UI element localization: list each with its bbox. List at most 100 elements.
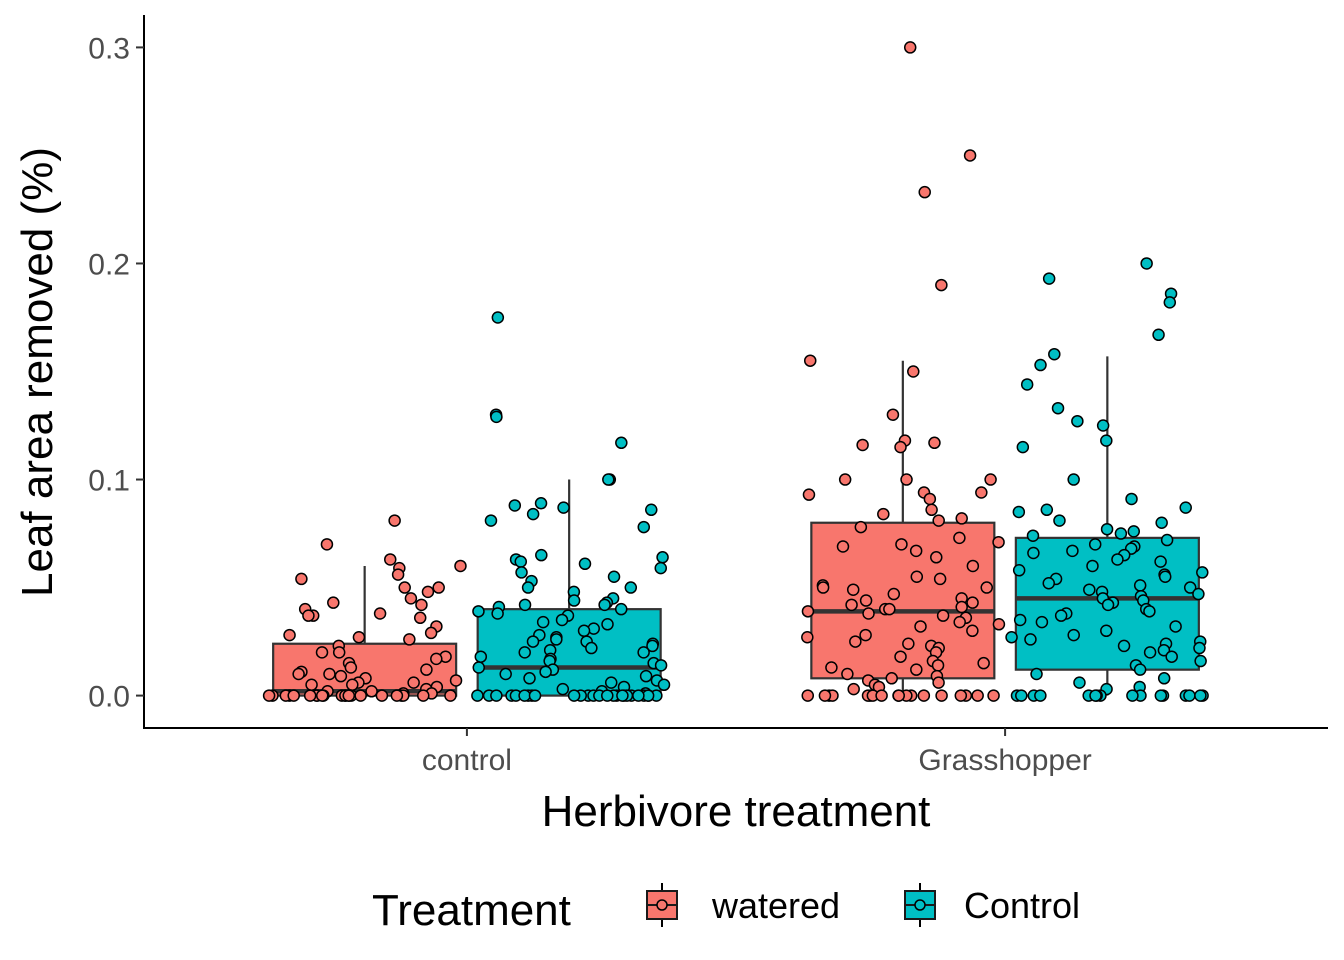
data-point [1140, 257, 1153, 270]
data-point [398, 581, 411, 594]
data-point [992, 618, 1006, 631]
y-tick-label: 0.3 [88, 32, 130, 65]
data-point [1071, 414, 1084, 428]
data-point [539, 665, 552, 679]
legend-label-control: Control [964, 885, 1080, 926]
legend-label-watered: watered [711, 885, 840, 926]
data-point [847, 682, 860, 696]
legend-key-watered [646, 883, 678, 927]
data-point [490, 410, 503, 424]
data-point [391, 568, 405, 581]
data-point [303, 689, 317, 702]
data-point [1088, 538, 1102, 551]
data-point [526, 507, 540, 521]
data-point [1158, 570, 1172, 584]
data-point [354, 689, 367, 702]
data-point [567, 689, 581, 702]
data-point [1143, 605, 1156, 618]
data-point [598, 598, 611, 612]
data-point [421, 585, 435, 599]
data-point [931, 659, 945, 672]
points-control-control [471, 311, 671, 702]
data-point [936, 609, 950, 622]
data-point [1163, 296, 1177, 309]
y-axis-title: Leaf area removed (%) [13, 147, 62, 597]
data-point [854, 520, 868, 534]
data-point [1154, 555, 1167, 568]
data-point [803, 354, 817, 367]
data-point [1030, 667, 1043, 681]
data-point [413, 611, 427, 625]
data-point [1100, 522, 1114, 536]
data-point [444, 689, 457, 702]
data-point [514, 555, 528, 568]
data-point [1194, 689, 1207, 702]
data-point [1183, 581, 1197, 594]
data-point [295, 572, 308, 586]
data-point [886, 408, 900, 421]
data-point [933, 572, 947, 586]
data-point [637, 520, 651, 534]
data-point [1012, 564, 1026, 577]
data-point [1013, 613, 1027, 627]
data-point [1126, 689, 1139, 702]
data-point [918, 185, 931, 199]
data-point [1183, 689, 1196, 702]
data-point [966, 624, 979, 638]
data-point [656, 551, 669, 564]
data-point [390, 689, 404, 702]
data-point [316, 689, 329, 702]
data-point [320, 538, 334, 551]
data-point [875, 689, 888, 702]
data-point [639, 669, 653, 683]
data-point [903, 41, 917, 54]
data-point [556, 682, 570, 696]
data-point [555, 613, 569, 627]
data-point [518, 689, 531, 702]
data-point [894, 650, 907, 663]
data-point [900, 473, 913, 486]
data-point [1042, 576, 1056, 590]
data-point [384, 553, 397, 566]
data-point [1127, 525, 1141, 538]
data-point [1073, 676, 1086, 689]
data-point [883, 602, 896, 616]
data-point [849, 635, 862, 648]
data-point [302, 609, 315, 622]
data-point [515, 566, 528, 579]
data-point [975, 486, 988, 499]
data-point [604, 676, 618, 689]
data-point [841, 667, 854, 681]
data-point [415, 598, 428, 612]
data-point [1194, 654, 1207, 668]
data-point [430, 652, 443, 666]
data-point [987, 689, 1000, 702]
x-axis-ticks: control Grasshopper [422, 728, 1092, 777]
data-point [645, 503, 658, 517]
data-point [802, 488, 816, 501]
data-point [1067, 628, 1080, 642]
data-point [1051, 401, 1065, 415]
data-point [1100, 434, 1113, 447]
data-point [894, 440, 907, 454]
data-point [472, 605, 485, 618]
data-point [1165, 650, 1178, 663]
data-point [474, 650, 488, 663]
x-axis-title: Herbivore treatment [542, 787, 931, 836]
data-point [902, 637, 915, 650]
data-point [404, 592, 418, 605]
data-point [567, 594, 581, 607]
data-point [646, 639, 659, 653]
data-point [928, 436, 941, 450]
data-point [1053, 514, 1066, 527]
data-point [518, 598, 532, 612]
data-point [1066, 544, 1079, 558]
data-point [484, 514, 498, 527]
data-point [1054, 609, 1068, 622]
data-point [654, 659, 668, 672]
data-point [585, 641, 598, 655]
legend: Treatment watered Control [372, 883, 1080, 935]
data-point [1048, 347, 1061, 361]
data-point [632, 689, 645, 702]
data-point [1089, 689, 1102, 702]
